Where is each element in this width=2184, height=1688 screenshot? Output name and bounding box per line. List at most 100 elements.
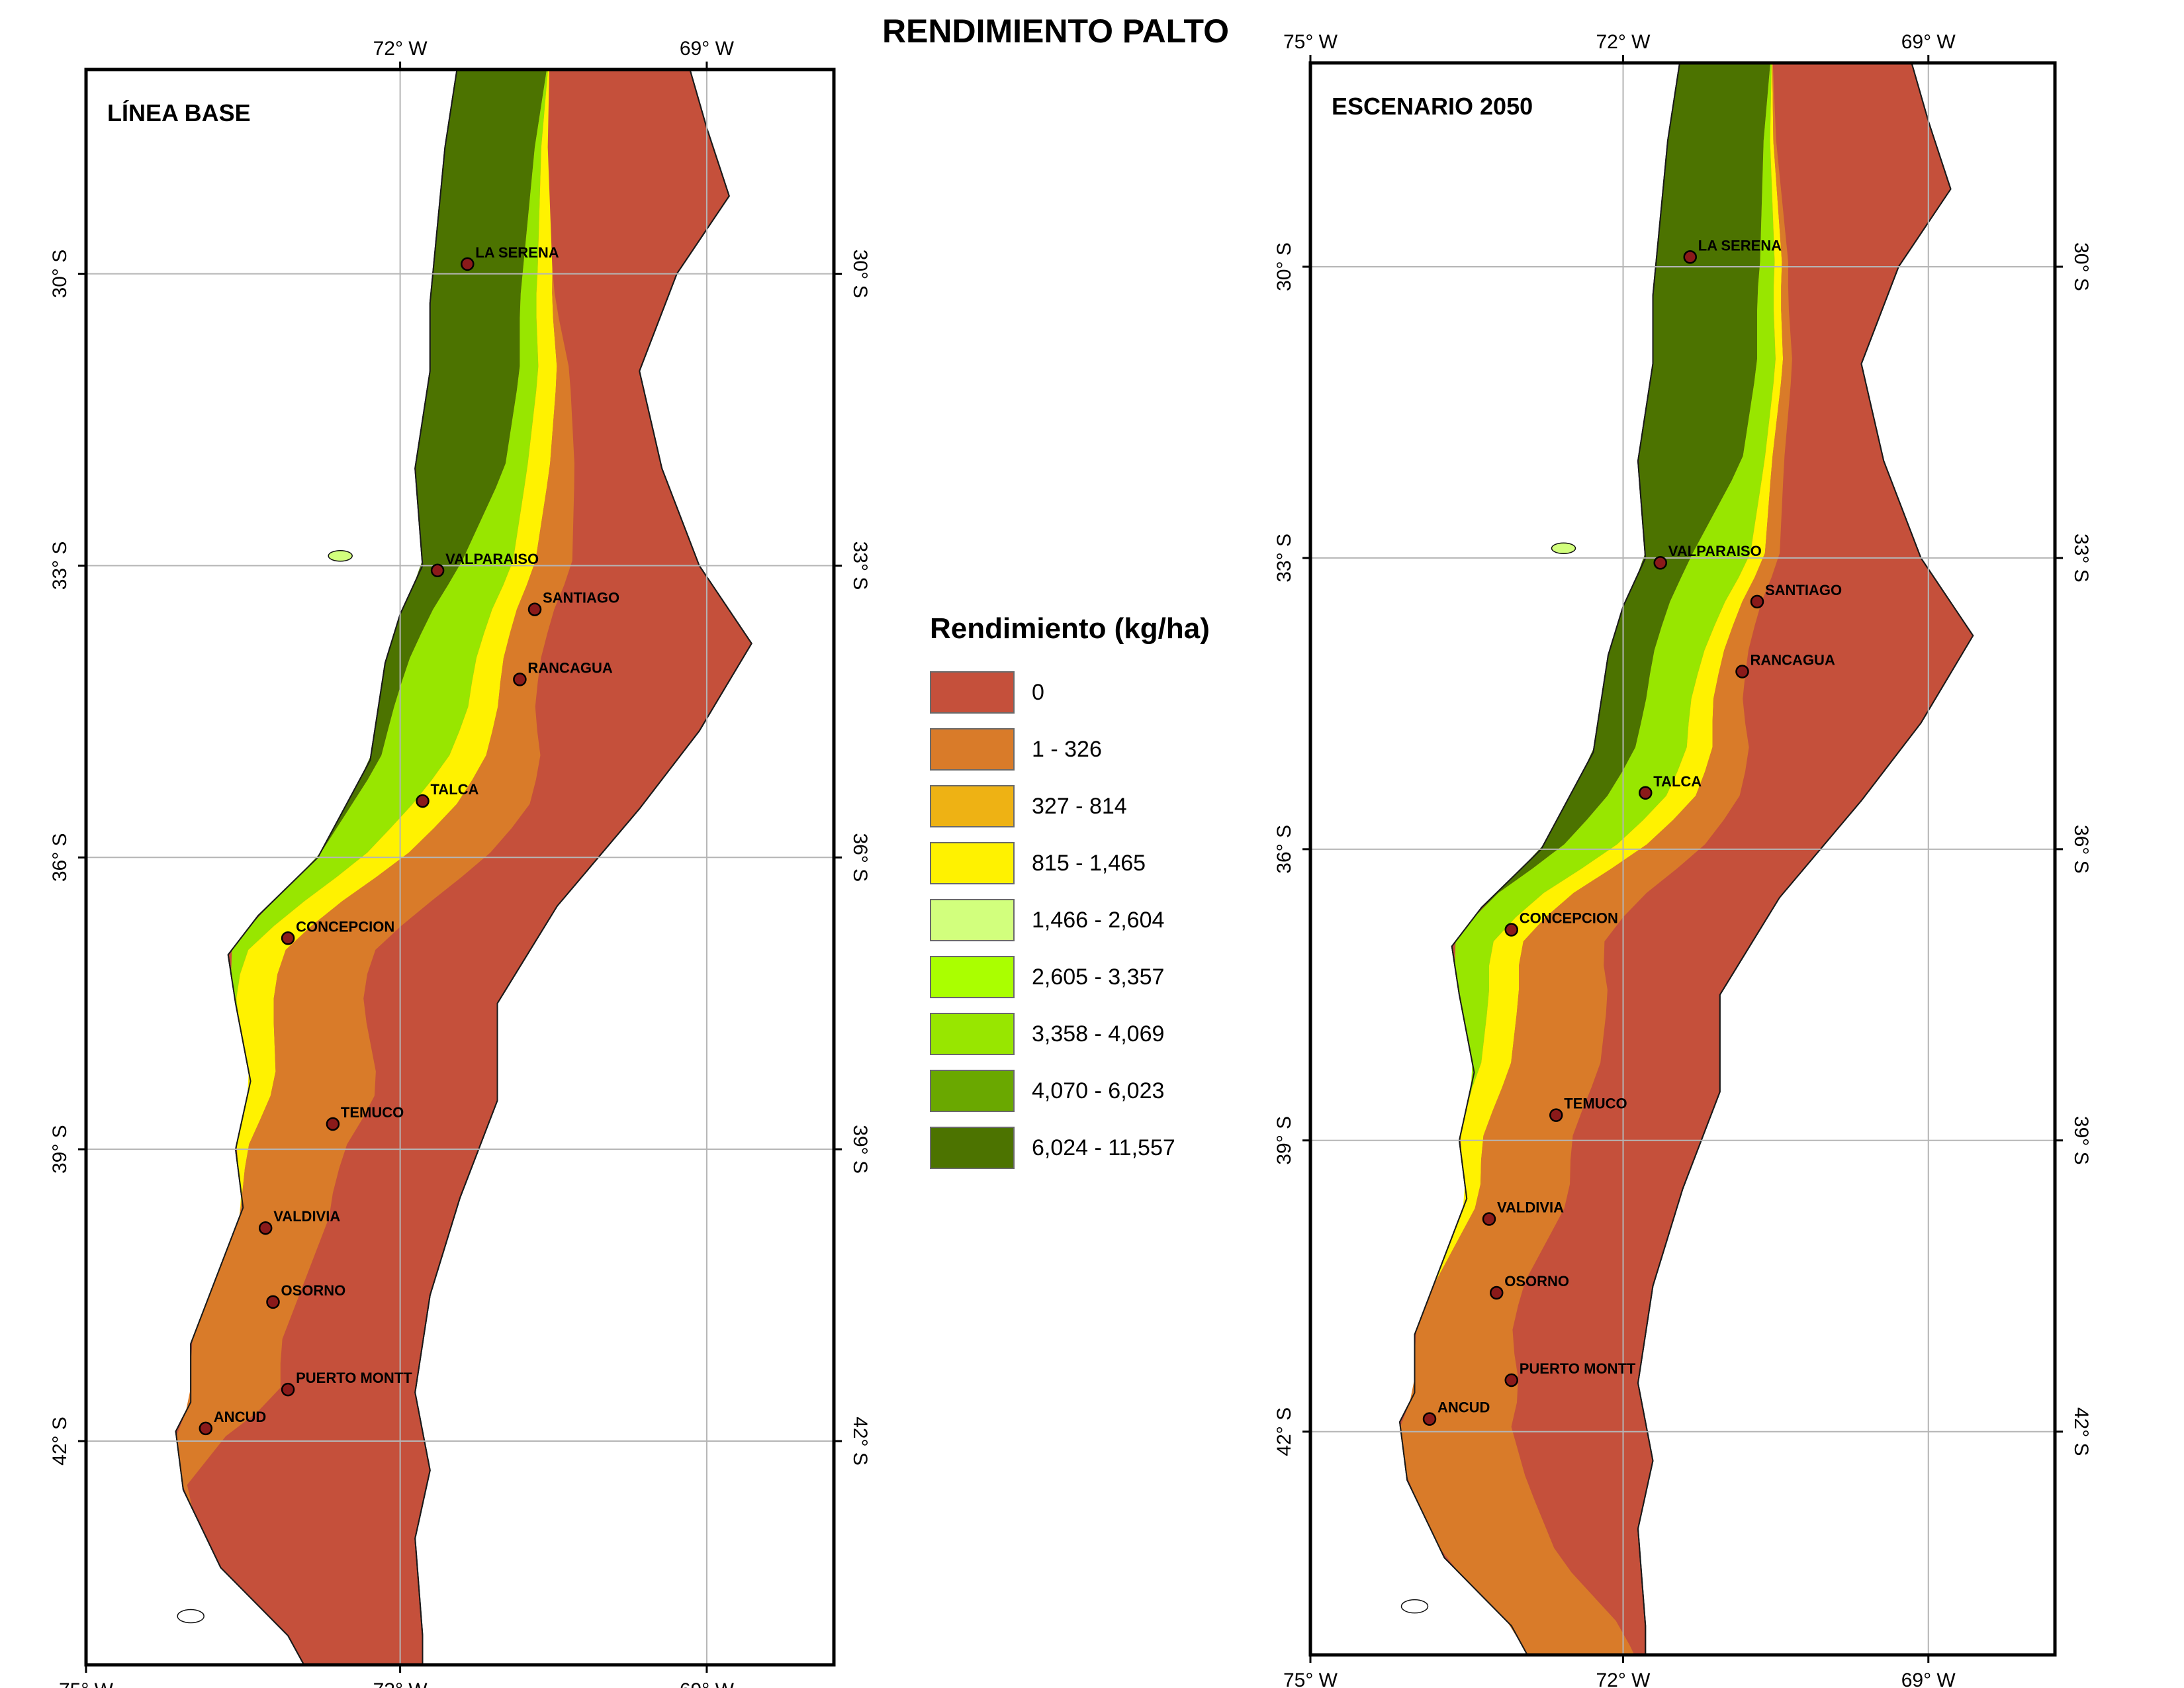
city-marker — [326, 1117, 340, 1131]
legend-label: 815 - 1,465 — [1032, 850, 1146, 876]
longitude-label: 75° W — [1283, 1669, 1338, 1688]
latitude-label: 33° S — [2070, 534, 2092, 583]
map-frame — [1308, 61, 2057, 1657]
city-label: VALPARAISO — [1668, 543, 1762, 559]
legend-swatch — [930, 1013, 1015, 1055]
city-label: ANCUD — [214, 1409, 266, 1425]
legend-swatch — [930, 785, 1015, 827]
city-marker — [513, 673, 527, 686]
city-marker — [281, 1382, 295, 1397]
region-yield-high — [176, 70, 547, 1665]
panel-title: ESCENARIO 2050 — [1332, 93, 1533, 120]
city-label: TALCA — [431, 781, 479, 798]
country-outline — [175, 70, 752, 1665]
latitude-label: 33° S — [849, 541, 871, 590]
latitude-label: 39° S — [49, 1125, 71, 1174]
city-marker — [266, 1295, 280, 1309]
longitude-label: 72° W — [1596, 31, 1651, 53]
city-label: TEMUCO — [1564, 1096, 1627, 1112]
legend-label: 2,605 - 3,357 — [1032, 964, 1165, 990]
city-marker — [281, 931, 295, 945]
region-yield-mid — [176, 70, 557, 1665]
longitude-label: 72° W — [1596, 1669, 1651, 1688]
island — [1551, 542, 1576, 554]
latitude-label: 36° S — [49, 833, 71, 882]
longitude-label: 72° W — [373, 1679, 428, 1688]
city-label: VALDIVIA — [1497, 1199, 1564, 1216]
city-marker — [1750, 594, 1764, 609]
city-marker — [258, 1221, 273, 1235]
city-marker — [1549, 1108, 1563, 1122]
legend-item: 6,024 - 11,557 — [930, 1125, 1287, 1171]
legend-item: 2,605 - 3,357 — [930, 954, 1287, 1000]
legend-label: 327 - 814 — [1032, 793, 1127, 819]
city-marker — [1735, 665, 1749, 679]
city-label: PUERTO MONTT — [296, 1370, 412, 1386]
city-label: CONCEPCION — [1520, 910, 1618, 927]
map-title: RENDIMIENTO PALTO — [882, 13, 1230, 50]
legend-label: 1,466 - 2,604 — [1032, 907, 1165, 933]
longitude-label: 75° W — [1283, 31, 1338, 53]
city-marker — [1490, 1286, 1504, 1300]
city-label: VALPARAISO — [445, 551, 539, 567]
city-label: CONCEPCION — [296, 918, 394, 935]
island — [177, 1609, 205, 1624]
legend-label: 0 — [1032, 679, 1044, 705]
city-label: ANCUD — [1437, 1399, 1490, 1416]
longitude-label: 69° W — [680, 1679, 735, 1688]
latitude-label: 39° S — [849, 1125, 871, 1174]
legend-item: 3,358 - 4,069 — [930, 1011, 1287, 1057]
legend-swatch — [930, 728, 1015, 771]
legend-label: 3,358 - 4,069 — [1032, 1021, 1165, 1047]
city-marker — [461, 257, 475, 271]
city-label: OSORNO — [1504, 1273, 1569, 1289]
panel-title: LÍNEA BASE — [107, 99, 251, 126]
map-panel: LA SERENA VALPARAISO SANTIAGO RANCAGUA TALCA… — [1273, 31, 2092, 1688]
legend: Rendimiento (kg/ha) 0 1 - 326 327 - 814 815… — [930, 612, 1287, 1182]
city-label: OSORNO — [281, 1282, 346, 1299]
city-marker — [416, 794, 430, 808]
city-label: RANCAGUA — [1751, 651, 1835, 668]
legend-title: Rendimiento (kg/ha) — [930, 612, 1210, 645]
city-marker — [1639, 786, 1653, 800]
legend-item: 4,070 - 6,023 — [930, 1068, 1287, 1114]
latitude-label: 42° S — [1273, 1407, 1295, 1456]
map-panel: LA SERENA VALPARAISO SANTIAGO RANCAGUA TALCA… — [49, 38, 871, 1688]
city-label: LA SERENA — [475, 244, 559, 261]
legend-item: 0 — [930, 669, 1287, 716]
city-marker — [199, 1421, 213, 1436]
map-frame — [84, 68, 836, 1667]
latitude-label: 36° S — [849, 833, 871, 882]
latitude-label: 30° S — [1273, 242, 1295, 291]
latitude-label: 30° S — [2070, 242, 2092, 291]
legend-swatch — [930, 1070, 1015, 1112]
city-marker — [430, 563, 445, 578]
latitude-label: 36° S — [2070, 825, 2092, 874]
city-marker — [1482, 1212, 1496, 1226]
latitude-label: 36° S — [1273, 825, 1295, 874]
latitude-label: 30° S — [49, 250, 71, 299]
city-label: TEMUCO — [341, 1104, 404, 1121]
city-marker — [1504, 923, 1518, 937]
legend-label: 4,070 - 6,023 — [1032, 1078, 1165, 1103]
legend-item: 327 - 814 — [930, 783, 1287, 829]
longitude-label: 69° W — [680, 38, 735, 60]
city-label: SANTIAGO — [543, 590, 619, 606]
region-yield-low — [176, 70, 574, 1665]
longitude-label: 75° W — [59, 1679, 114, 1688]
latitude-label: 39° S — [1273, 1116, 1295, 1165]
legend-item: 1,466 - 2,604 — [930, 897, 1287, 943]
country-outline — [1398, 63, 1974, 1655]
city-marker — [1683, 250, 1697, 264]
city-label: TALCA — [1653, 773, 1702, 790]
region-yield-high — [1400, 63, 1770, 1655]
legend-swatch — [930, 956, 1015, 998]
latitude-label: 39° S — [2070, 1116, 2092, 1165]
longitude-label: 69° W — [1901, 1669, 1956, 1688]
longitude-label: 72° W — [373, 38, 428, 60]
legend-swatch — [930, 842, 1015, 884]
legend-swatch — [930, 1127, 1015, 1169]
island — [1400, 1599, 1429, 1614]
legend-swatch — [930, 671, 1015, 714]
